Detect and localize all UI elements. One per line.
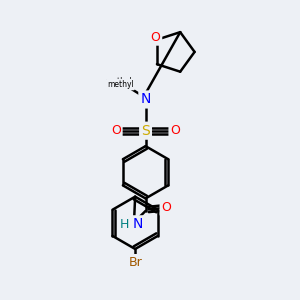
Text: methyl: methyl bbox=[107, 80, 134, 89]
Text: methyl: methyl bbox=[105, 76, 132, 85]
Text: N: N bbox=[132, 217, 143, 231]
Text: N: N bbox=[140, 92, 151, 106]
Text: O: O bbox=[111, 124, 121, 137]
Text: Br: Br bbox=[128, 256, 142, 269]
Text: H: H bbox=[120, 218, 129, 231]
Text: O: O bbox=[161, 202, 171, 214]
Text: O: O bbox=[151, 31, 160, 44]
Text: O: O bbox=[170, 124, 180, 137]
Text: S: S bbox=[141, 124, 150, 138]
